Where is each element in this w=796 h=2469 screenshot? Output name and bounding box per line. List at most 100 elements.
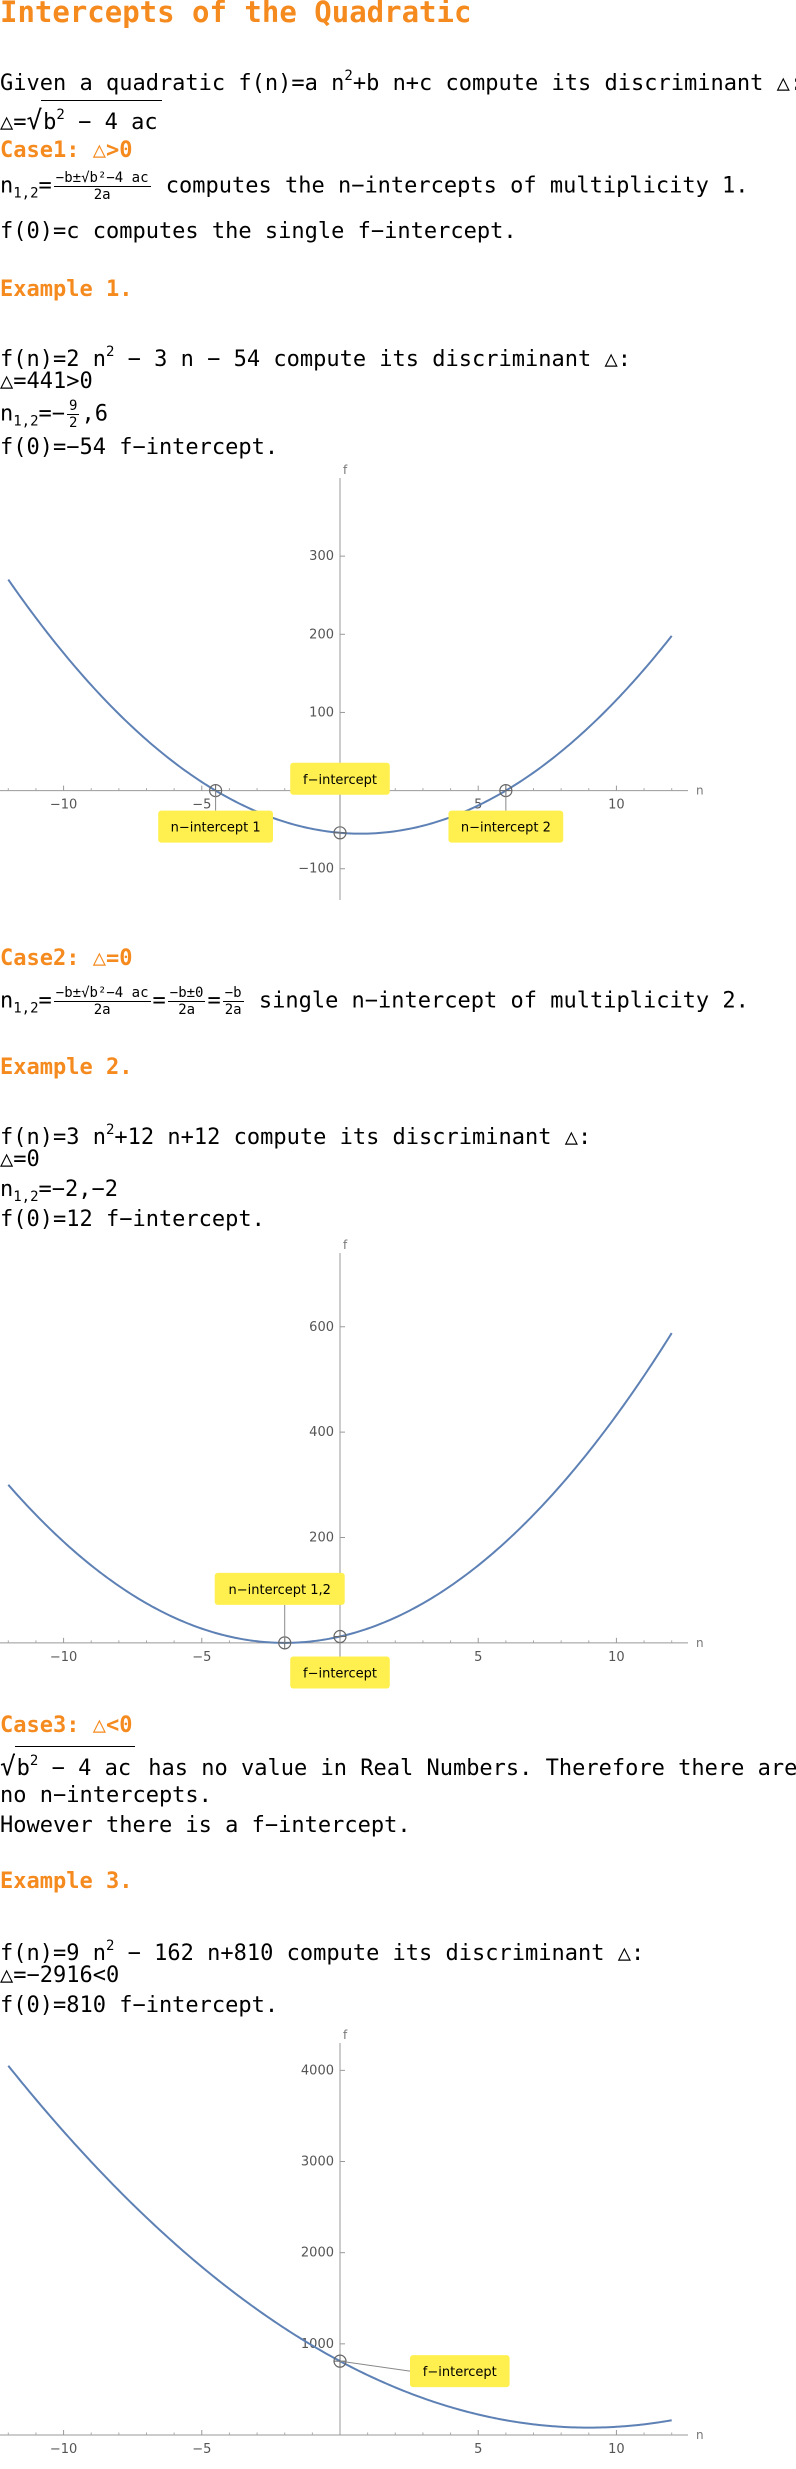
case3-line2: no n−intercepts.	[0, 1783, 212, 1808]
case2-frac2-den: 2a	[178, 1002, 196, 1018]
x-tick-label: 10	[608, 1650, 625, 1665]
example1-fn-a: f(n)=2 n	[0, 347, 106, 372]
y-tick-label: 4000	[301, 2063, 334, 2078]
discriminant-formula: △=√b2 − 4 ac	[0, 100, 162, 137]
example1-root-den: 2	[69, 415, 78, 431]
callout-label: f−intercept	[423, 2365, 497, 2380]
callout-box	[290, 762, 390, 795]
case3-rad-sq: 2	[29, 1753, 39, 1769]
case1-formula: n1,2= −b±√b²−4 ac 2a computes the n−interc…	[0, 170, 749, 208]
example1-n-sub: 1,2	[13, 413, 39, 430]
intro-line: Given a quadratic f(n)=a n2+b n+c comput…	[0, 62, 796, 98]
example1-n-eq: =−	[38, 401, 66, 427]
callout-box	[214, 1572, 345, 1605]
x-tick-label: −10	[50, 1650, 77, 1665]
case1-text: computes the n−intercepts of multiplicit…	[152, 173, 749, 199]
case2-frac3-den: 2a	[224, 1002, 242, 1018]
callout-label: n−intercept 1,2	[228, 1583, 330, 1598]
example2-heading: Example 2.	[0, 1055, 133, 1080]
chart-example-2: n f −10 −5 5 10 200 400 600 n−intercept 1,2 f−inte…	[0, 1238, 704, 1689]
example2-fn-sq: 2	[105, 1122, 115, 1138]
callout-box	[448, 810, 564, 843]
example2-n: n	[0, 1177, 14, 1202]
y-tick-label: 3000	[301, 2155, 334, 2170]
intro-fn-sq: 2	[344, 68, 353, 84]
x-tick-label: −5	[192, 1650, 211, 1665]
callout-label: f−intercept	[303, 1667, 377, 1682]
example3-disc: △=−2916<0	[0, 1963, 120, 1988]
case1-heading: Case1: △>0	[0, 138, 133, 163]
example3-fn-a: f(n)=9 n	[0, 1941, 106, 1966]
example1-f0: f(0)=−54 f−intercept.	[0, 435, 279, 460]
x-axis-label: n	[696, 1636, 704, 1650]
case3-heading: Case3: △<0	[0, 1713, 133, 1738]
x-tick-label: −5	[192, 2442, 211, 2457]
case2-text: single n−intercept of multiplicity 2.	[245, 988, 749, 1014]
example1-n: n	[0, 401, 14, 427]
disc-rad-rest: − 4 ac	[64, 110, 158, 135]
example2-fn: f(n)=3 n2+12 n+12 compute its discrimina…	[0, 1116, 591, 1152]
y-tick-label: 400	[309, 1425, 334, 1440]
y-tick-label: 300	[309, 549, 334, 564]
example3-f0: f(0)=810 f−intercept.	[0, 1993, 279, 2018]
case3-line1: √b2 − 4 ac has no value in Real Numbers.…	[0, 1746, 796, 1783]
example3-fn: f(n)=9 n2 − 162 n+810 compute its discri…	[0, 1932, 644, 1968]
case2-formula: n1,2= −b±√b²−4 ac 2a = −b±0 2a = −b 2a single n−…	[0, 985, 749, 1018]
x-tick-label: 5	[474, 1650, 482, 1665]
case3-text1: has no value in Real Numbers. Therefore …	[135, 1756, 796, 1781]
x-tick-label: 5	[474, 2442, 482, 2457]
example1-heading: Example 1.	[0, 277, 133, 302]
case3-line3: However there is a f−intercept.	[0, 1813, 411, 1838]
example1-disc: △=441>0	[0, 369, 93, 394]
x-tick-label: −10	[50, 2442, 77, 2457]
y-tick-label: 2000	[301, 2246, 334, 2261]
callout-label: n−intercept 2	[461, 821, 551, 836]
x-axis-label: n	[696, 2428, 704, 2442]
x-tick-label: −10	[50, 798, 77, 813]
y-tick-label: 600	[309, 1320, 334, 1335]
case2-heading: Case2: △=0	[0, 946, 133, 971]
example1-root-num: 9	[67, 398, 80, 415]
case3-rad-rest: − 4 ac	[38, 1756, 132, 1781]
case1-frac-num: −b±√b²−4 ac	[53, 170, 151, 187]
example1-roots: n1,2=− 9 2,6	[0, 398, 108, 436]
intro-rest: +b n+c compute its discriminant △:	[352, 71, 796, 96]
example2-root-rest: =−2,−2	[38, 1177, 119, 1202]
case1-n-sub: 1,2	[13, 185, 39, 202]
example3-fn-sq: 2	[105, 1938, 115, 1954]
y-tick-label: 100	[309, 705, 334, 720]
case2-frac2: −b±0 2a	[167, 985, 206, 1018]
case1-frac-den: 2a	[93, 187, 111, 203]
example2-fn-a: f(n)=3 n	[0, 1125, 106, 1150]
case2-n-sub: 1,2	[13, 1000, 39, 1017]
case2-frac1-den: 2a	[93, 1002, 111, 1018]
chart-example-3: n f −10 −5 5 10 1000 2000 3000 4000 f−intercept	[0, 2028, 704, 2457]
case2-frac3: −b 2a	[222, 985, 244, 1018]
callout-label: f−intercept	[303, 773, 377, 788]
disc-rad: b	[43, 110, 57, 135]
x-axis-label: n	[696, 784, 704, 798]
callout-box	[290, 1656, 390, 1689]
example1-fn-sq: 2	[105, 344, 115, 360]
case2-n: n	[0, 988, 14, 1014]
case1-fraction: −b±√b²−4 ac 2a	[53, 170, 151, 203]
example2-fn-b: +12 n+12 compute its discriminant △:	[114, 1125, 592, 1150]
disc-rad-sq: 2	[56, 107, 65, 123]
intro-prefix: Given a quadratic	[0, 71, 239, 96]
callout-box	[410, 2355, 510, 2388]
example1-root-rest: ,6	[81, 401, 108, 427]
example1-fn-b: − 3 n − 54 compute its discriminant △:	[114, 347, 631, 372]
example2-roots: n1,2=−2,−2	[0, 1176, 118, 1211]
y-axis-label: f	[343, 2028, 348, 2042]
callout-label: n−intercept 1	[171, 821, 261, 836]
y-tick-label: 200	[309, 627, 334, 642]
x-tick-label: 10	[608, 798, 625, 813]
page-title: Intercepts of the Quadratic	[0, 0, 472, 29]
example3-heading: Example 3.	[0, 1869, 133, 1894]
y-tick-label: −100	[298, 862, 334, 877]
intro-fn: f(n)=a n	[238, 71, 345, 96]
y-axis-label: f	[343, 1238, 348, 1252]
case3-rad: b	[16, 1756, 30, 1781]
